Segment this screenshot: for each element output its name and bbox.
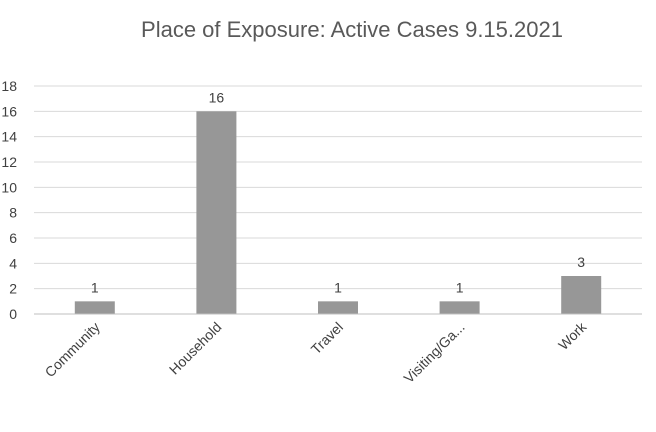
x-tick-label: Travel bbox=[308, 319, 346, 357]
y-tick-label: 6 bbox=[9, 230, 17, 246]
y-tick-label: 18 bbox=[1, 78, 17, 94]
x-tick-label: Household bbox=[166, 319, 225, 378]
y-tick-label: 14 bbox=[1, 129, 17, 145]
bar bbox=[439, 301, 480, 314]
bar bbox=[196, 111, 237, 314]
x-tick-label: Work bbox=[555, 318, 590, 353]
gridlines bbox=[34, 85, 642, 290]
y-tick-label: 10 bbox=[1, 179, 17, 195]
y-tick-label: 12 bbox=[1, 154, 17, 170]
y-tick-label: 8 bbox=[9, 205, 17, 221]
x-tick-label: Community bbox=[42, 319, 103, 380]
data-label: 16 bbox=[209, 89, 225, 105]
chart-title: Place of Exposure: Active Cases 9.15.202… bbox=[141, 17, 563, 42]
data-labels: 1 16 1 1 3 bbox=[91, 89, 585, 295]
data-label: 1 bbox=[334, 279, 342, 295]
x-axis-labels: Community Household Travel Visiting/Ga... Wo… bbox=[42, 318, 590, 386]
bar bbox=[74, 301, 115, 314]
bar bbox=[561, 276, 602, 314]
x-tick-label: Visiting/Ga... bbox=[400, 319, 467, 386]
bars bbox=[74, 111, 602, 314]
data-label: 1 bbox=[91, 279, 99, 295]
y-axis-ticks: 0 2 4 6 8 10 12 14 16 18 bbox=[1, 78, 17, 322]
y-tick-label: 4 bbox=[9, 255, 17, 271]
bar bbox=[318, 301, 358, 314]
data-label: 1 bbox=[456, 279, 464, 295]
data-label: 3 bbox=[577, 254, 585, 270]
y-tick-label: 2 bbox=[9, 281, 17, 297]
y-tick-label: 0 bbox=[9, 306, 17, 322]
y-tick-label: 16 bbox=[1, 103, 17, 119]
